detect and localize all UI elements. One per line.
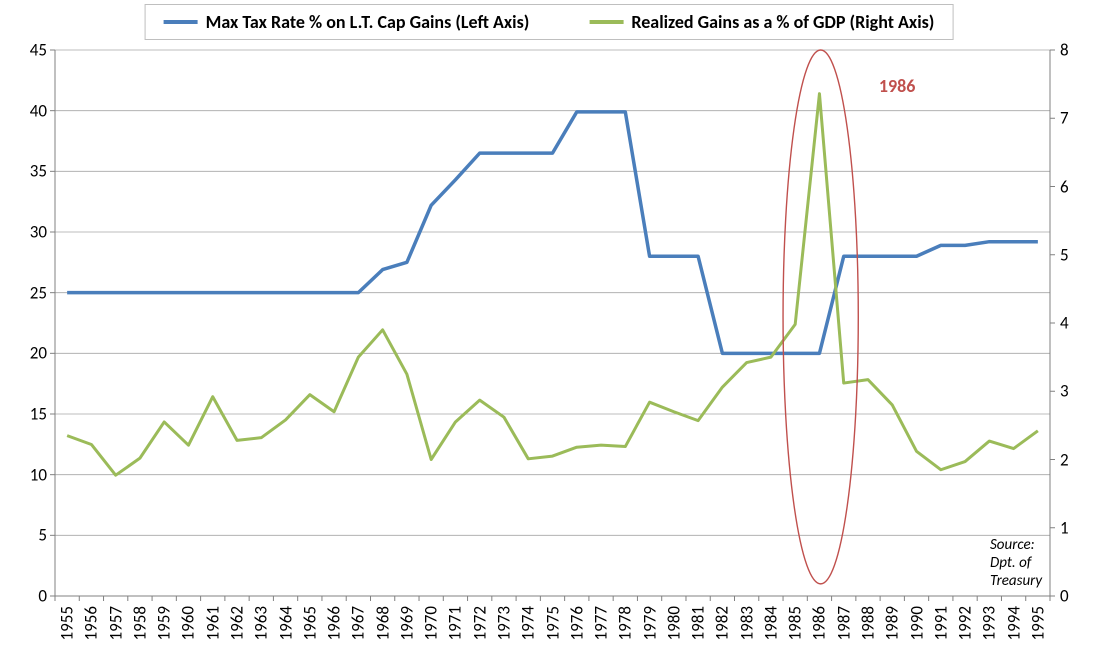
y-right-tick-label: 4: [1060, 313, 1069, 334]
y-right-tick-label: 8: [1060, 40, 1069, 61]
x-tick-label: 1989: [882, 606, 903, 640]
y-right-tick-label: 7: [1060, 108, 1069, 129]
x-tick-label: 1978: [615, 606, 636, 640]
x-tick-label: 1986: [809, 606, 830, 640]
x-tick-label: 1972: [469, 606, 490, 640]
x-tick-label: 1994: [1003, 606, 1024, 640]
x-tick-label: 1959: [154, 606, 175, 640]
x-tick-label: 1966: [324, 606, 345, 640]
y-left-tick-label: 0: [38, 586, 47, 607]
x-tick-label: 1981: [688, 606, 709, 640]
x-tick-label: 1987: [833, 606, 854, 640]
y-left-tick-label: 10: [30, 464, 47, 485]
x-tick-label: 1968: [372, 606, 393, 640]
x-tick-label: 1955: [57, 606, 78, 640]
y-right-tick-label: 5: [1060, 244, 1069, 265]
y-left-tick-label: 30: [30, 222, 47, 243]
y-left-tick-label: 15: [30, 404, 47, 425]
y-right-tick-label: 3: [1060, 381, 1069, 402]
x-tick-label: 1974: [518, 606, 539, 640]
y-left-tick-label: 5: [38, 525, 47, 546]
y-right-tick-label: 1: [1060, 517, 1069, 538]
y-right-tick-label: 0: [1060, 586, 1069, 607]
source-citation: Source: Dpt. of Treasury: [990, 536, 1044, 590]
x-tick-label: 1977: [591, 606, 612, 640]
x-tick-label: 1969: [396, 606, 417, 640]
x-tick-label: 1958: [129, 606, 150, 640]
x-tick-label: 1985: [785, 606, 806, 640]
x-tick-label: 1984: [760, 606, 781, 640]
x-tick-label: 1982: [712, 606, 733, 640]
chart-container: Max Tax Rate % on L.T. Cap Gains (Left A…: [0, 0, 1098, 659]
x-tick-label: 1963: [251, 606, 272, 640]
x-tick-label: 1964: [275, 606, 296, 640]
x-tick-label: 1961: [202, 606, 223, 640]
y-right-tick-label: 2: [1060, 449, 1069, 470]
x-tick-label: 1962: [227, 606, 248, 640]
x-tick-label: 1975: [542, 606, 563, 640]
x-tick-label: 1957: [105, 606, 126, 640]
y-left-tick-label: 20: [30, 343, 47, 364]
plot-area: [0, 0, 1098, 659]
x-tick-label: 1990: [906, 606, 927, 640]
y-left-tick-label: 45: [30, 40, 47, 61]
y-left-tick-label: 35: [30, 161, 47, 182]
x-tick-label: 1970: [421, 606, 442, 640]
x-tick-label: 1960: [178, 606, 199, 640]
x-tick-label: 1992: [955, 606, 976, 640]
annotation-1986: 1986: [879, 75, 916, 97]
y-left-tick-label: 40: [30, 100, 47, 121]
x-tick-label: 1995: [1027, 606, 1048, 640]
y-left-tick-label: 25: [30, 282, 47, 303]
x-tick-label: 1993: [979, 606, 1000, 640]
y-right-tick-label: 6: [1060, 176, 1069, 197]
x-tick-label: 1971: [445, 606, 466, 640]
x-tick-label: 1983: [736, 606, 757, 640]
x-tick-label: 1973: [493, 606, 514, 640]
x-tick-label: 1967: [348, 606, 369, 640]
x-tick-label: 1991: [930, 606, 951, 640]
series-line-0: [67, 112, 1038, 353]
x-tick-label: 1956: [81, 606, 102, 640]
x-tick-label: 1988: [857, 606, 878, 640]
x-tick-label: 1976: [566, 606, 587, 640]
x-tick-label: 1979: [639, 606, 660, 640]
x-tick-label: 1980: [663, 606, 684, 640]
x-tick-label: 1965: [299, 606, 320, 640]
